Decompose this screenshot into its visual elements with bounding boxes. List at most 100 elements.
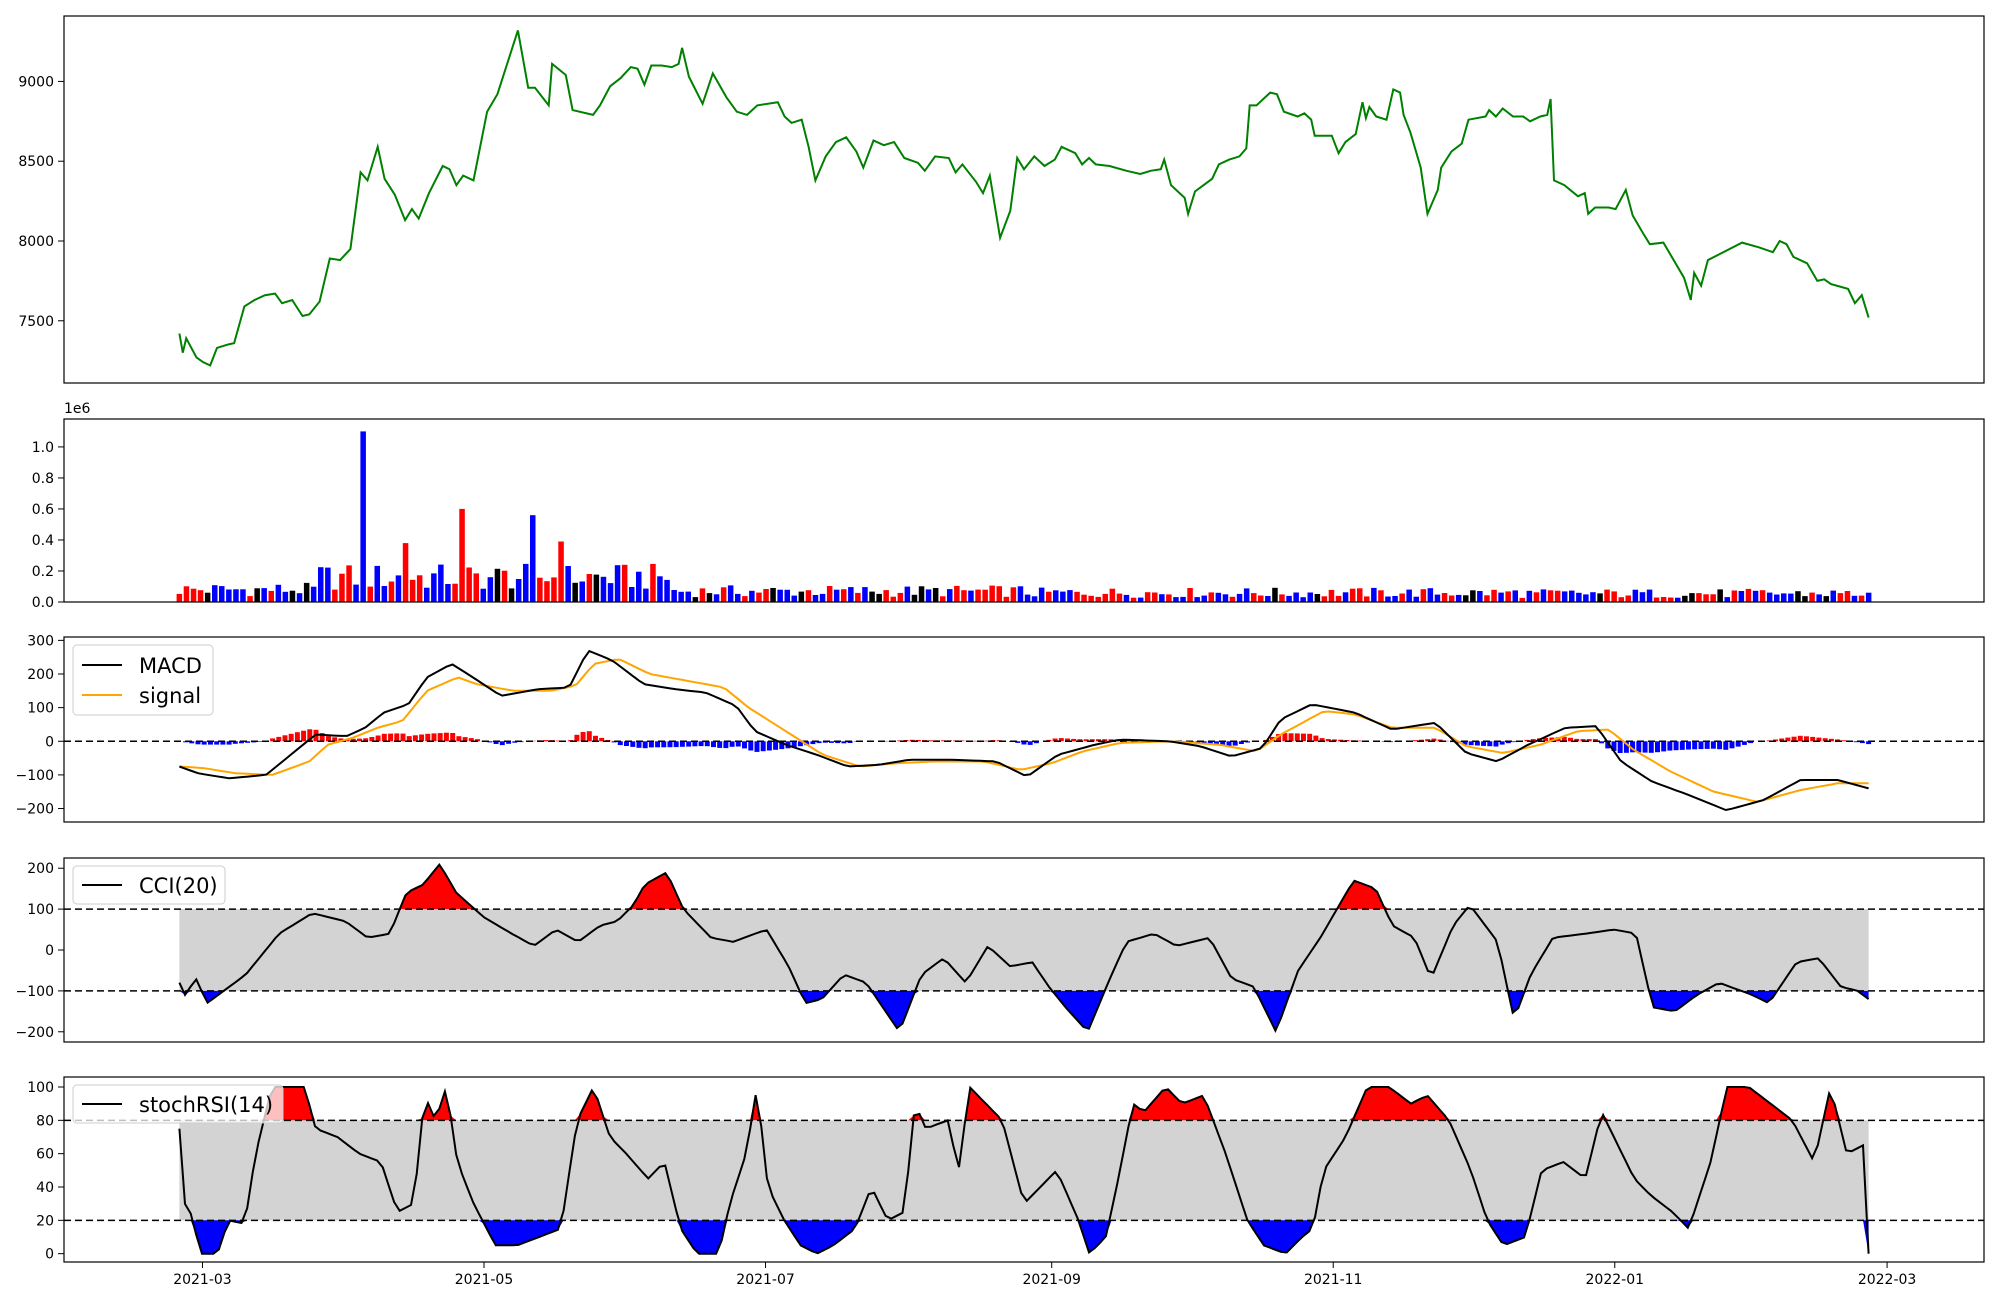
macd-histogram-bar — [1468, 741, 1474, 746]
macd-histogram-bar — [288, 733, 294, 742]
volume-bar — [735, 593, 741, 602]
volume-bar — [346, 565, 352, 602]
macd-histogram-bar — [580, 732, 586, 742]
macd-histogram-bar — [1487, 741, 1493, 747]
volume-bar — [685, 591, 692, 602]
volume-bar — [1632, 589, 1639, 602]
volume-bar — [325, 567, 331, 602]
macd-histogram-bar — [1282, 733, 1288, 742]
volume-bar — [1088, 595, 1094, 602]
macd-histogram-bar — [1655, 741, 1660, 753]
volume-bar — [932, 588, 939, 602]
macd-histogram-bar — [431, 733, 437, 742]
volume-bar — [749, 590, 755, 602]
volume-bar — [756, 592, 762, 602]
macd-histogram-bar — [1474, 741, 1480, 746]
volume-bar — [1413, 596, 1420, 602]
macd-axes-frame — [63, 636, 1985, 823]
macd-histogram-bar — [1586, 739, 1592, 742]
volume-bar — [1766, 592, 1773, 602]
volume-bar — [1166, 594, 1172, 602]
volume-bar — [1738, 591, 1745, 602]
macd-histogram-bar — [487, 741, 493, 743]
macd-histogram-bar — [1232, 741, 1238, 746]
volume-bar — [508, 588, 515, 602]
volume-bar — [1774, 594, 1780, 602]
macd-histogram-bar — [375, 735, 381, 742]
volume-bar — [1660, 597, 1667, 602]
volume-bar — [1010, 587, 1017, 602]
volume-bar — [332, 589, 338, 602]
volume-bar — [777, 589, 783, 602]
signal-legend-label: signal — [139, 684, 201, 708]
volume-bar — [798, 591, 805, 602]
cci-oversold-fill — [179, 990, 1869, 1031]
volume-bar — [763, 589, 769, 602]
macd-histogram-bar — [1673, 741, 1679, 751]
volume-bar — [1081, 594, 1087, 602]
macd-line — [179, 649, 1869, 812]
volume-bar — [233, 589, 239, 602]
macd-legend: MACD signal — [72, 644, 214, 716]
volume-bar — [833, 589, 840, 602]
volume-bar — [1420, 589, 1427, 602]
volume-bar — [431, 573, 437, 602]
volume-bar — [240, 589, 246, 602]
volume-bar — [1159, 594, 1165, 602]
macd-histogram-bar — [897, 740, 903, 742]
volume-bar — [819, 593, 826, 602]
stochrsi-oversold-fill — [179, 1220, 1869, 1254]
macd-histogram-bar — [1332, 739, 1337, 742]
macd-histogram-bar — [350, 738, 356, 742]
volume-bar — [1463, 595, 1469, 602]
macd-histogram-bar — [1642, 741, 1648, 753]
macd-histogram-bar — [760, 741, 766, 752]
macd-histogram-bar — [1859, 741, 1865, 744]
macd-histogram-bar — [1096, 739, 1101, 742]
volume-bar — [1173, 597, 1179, 602]
macd-histogram-bar — [673, 741, 679, 748]
macd-histogram-bar — [1288, 733, 1294, 742]
macd-histogram-bar — [574, 734, 580, 742]
volume-bar — [699, 588, 706, 602]
macd-histogram-bar — [1828, 738, 1834, 742]
volume-bar — [1053, 590, 1059, 602]
macd-histogram-bar — [586, 731, 592, 742]
volume-bar — [176, 593, 183, 602]
volume-bar — [1187, 588, 1193, 602]
macd-histogram-bar — [1530, 739, 1536, 742]
volume-bar — [911, 594, 918, 602]
macd-histogram-bar — [294, 732, 300, 742]
volume-bar — [1314, 594, 1321, 602]
macd-histogram-bar — [412, 735, 418, 742]
macd-histogram-bar — [1505, 741, 1511, 744]
macd-histogram-bar — [1599, 741, 1605, 744]
volume-bar — [204, 592, 211, 602]
macd-histogram-bar — [406, 736, 412, 742]
macd-histogram-bar — [1015, 741, 1021, 743]
macd-histogram-bar — [984, 740, 990, 742]
x-tick-label: 2022-03 — [1858, 1272, 1917, 1288]
volume-bar — [1307, 592, 1314, 602]
volume-bar — [1335, 595, 1342, 602]
volume-ytick-label: 1.0 — [32, 440, 54, 456]
cci-plot-area — [64, 863, 1984, 1033]
volume-bar — [727, 585, 734, 602]
macd-histogram-bar — [1462, 741, 1468, 745]
stochrsi-plot-area — [64, 1085, 1984, 1255]
volume-bar — [621, 564, 628, 602]
volume-bar — [982, 589, 988, 602]
macd-histogram-bar — [1592, 739, 1598, 742]
cci-panel: −200 −100 0 100 200 CCI(20) — [16, 857, 1985, 1043]
volume-bar — [1229, 596, 1236, 602]
volume-bar — [1512, 590, 1519, 602]
volume-bar — [360, 431, 366, 602]
cci-legend: CCI(20) — [72, 865, 226, 905]
macd-histogram-bar — [1493, 741, 1499, 747]
macd-histogram-bar — [270, 738, 276, 742]
macd-histogram-bar — [357, 738, 362, 742]
volume-bar — [1046, 591, 1052, 602]
volume-bar — [1123, 594, 1130, 602]
volume-bar — [1109, 588, 1116, 602]
macd-histogram-bar — [1623, 741, 1629, 753]
